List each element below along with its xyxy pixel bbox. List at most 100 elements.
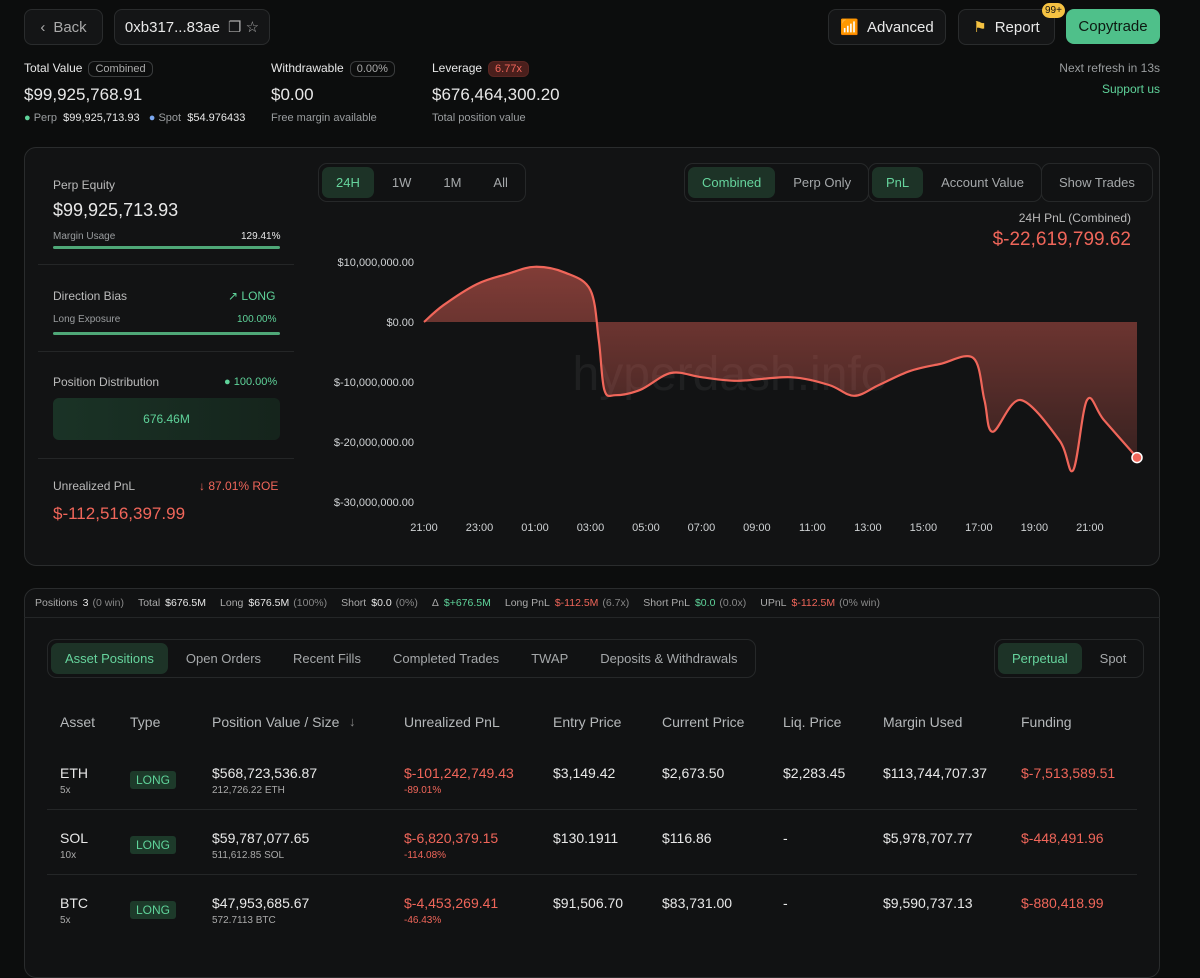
column-header: Unrealized PnL [404, 714, 500, 730]
y-tick-label: $10,000,000.00 [338, 257, 414, 269]
support-link[interactable]: Support us [1101, 82, 1160, 96]
advanced-button[interactable]: 📶 Advanced [828, 9, 946, 45]
stat-extra: (0.0x) [719, 597, 747, 609]
x-tick-label: 05:00 [632, 522, 660, 534]
stat-label: Short [341, 597, 367, 609]
cell-pnl: $-4,453,269.41 [404, 895, 499, 911]
positions-stat: Long PnL $-112.5M (6.7x) [505, 597, 629, 609]
cell-liq: - [783, 830, 788, 846]
address[interactable]: 0xb317...83ae ❐ ☆ [114, 9, 270, 45]
tab[interactable]: 1M [443, 175, 462, 190]
distribution-bar: 676.46M [53, 398, 280, 440]
stat-extra: (0% win) [839, 597, 880, 609]
stat-label: Leverage 6.77x [432, 61, 529, 77]
pnl-line [423, 265, 1138, 473]
x-tick-label: 07:00 [688, 522, 716, 534]
column-header: Position Value / Size [212, 714, 340, 730]
cell-asset: SOL [60, 830, 89, 846]
bar [53, 246, 280, 249]
value: 129.41% [241, 231, 281, 242]
cell-current: $2,673.50 [662, 765, 725, 781]
tab[interactable]: Deposits & Withdrawals [600, 651, 738, 666]
mode-tabs: Combined Perp Only [684, 163, 870, 202]
stat-value: $0.00 [271, 85, 314, 104]
value: 100.00% [237, 314, 277, 325]
refresh: Next refresh in 13s [1059, 61, 1160, 75]
stat-label: Total Value Combined [24, 61, 153, 77]
tab[interactable]: Combined [688, 167, 776, 198]
cell-margin: $5,978,707.77 [883, 830, 973, 846]
x-tick-label: 21:00 [1076, 522, 1104, 534]
cell-size: 572.7113 BTC [212, 915, 276, 926]
market-tabs: Perpetual Spot [994, 639, 1145, 678]
copytrade-button[interactable]: Copytrade [1066, 9, 1160, 44]
positions-stat: UPnL $-112.5M (0% win) [760, 597, 880, 609]
chart-title: 24H PnL (Combined) [1018, 211, 1131, 225]
cell-funding: $-448,491.96 [1021, 830, 1104, 846]
row-divider [47, 809, 1137, 810]
stat-value: $+676.5M [443, 597, 491, 609]
tab[interactable]: 24H [322, 167, 374, 198]
tab[interactable]: Perp Only [793, 175, 852, 190]
bar [53, 332, 280, 335]
stat-extra: (0 win) [92, 597, 124, 609]
cell-type: LONG [130, 836, 177, 854]
stat-label: Positions [35, 597, 78, 609]
show-trades[interactable]: Show Trades [1041, 163, 1153, 202]
cell-type: LONG [130, 901, 177, 919]
stat-value: $99,925,768.91 [24, 85, 143, 104]
column-header: Type [130, 714, 161, 730]
cell-pnl: $-101,242,749.43 [404, 765, 514, 781]
tab[interactable]: Completed Trades [392, 651, 500, 666]
x-tick-label: 09:00 [743, 522, 771, 534]
cell-funding: $-7,513,589.51 [1021, 765, 1116, 781]
pnl-area [424, 266, 1137, 472]
tab[interactable]: PnL [872, 167, 924, 198]
positions-stat: Long $676.5M (100%) [220, 597, 327, 609]
tab[interactable]: Spot [1099, 651, 1127, 666]
range-tabs: 24H 1W 1M All [318, 163, 526, 202]
back-button[interactable]: ‹ Back [24, 9, 103, 45]
cell-margin: $9,590,737.13 [883, 895, 973, 911]
tab[interactable]: Asset Positions [51, 643, 168, 674]
stat-note: Free margin available [271, 112, 377, 124]
stat-label: Withdrawable 0.00% [271, 61, 395, 77]
label: Position Distribution [53, 375, 160, 389]
positions-stat: Positions 3 (0 win) [35, 597, 124, 609]
tab[interactable]: 1W [391, 175, 412, 190]
x-tick-label: 23:00 [466, 522, 494, 534]
stat-label: UPnL [760, 597, 787, 609]
cell-pnl-pct: -89.01% [404, 785, 442, 796]
tab[interactable]: Account Value [941, 175, 1025, 190]
cell-asset: ETH [60, 765, 88, 781]
tab[interactable]: Open Orders [185, 651, 262, 666]
tab[interactable]: TWAP [531, 651, 569, 666]
report-button[interactable]: ⚑ Report [958, 9, 1055, 45]
cell-leverage: 5x [60, 915, 71, 926]
tab[interactable]: Perpetual [998, 643, 1082, 674]
x-tick-label: 01:00 [521, 522, 549, 534]
stat-extra: (6.7x) [602, 597, 630, 609]
cell-entry: $91,506.70 [553, 895, 624, 911]
stat-note: Total position value [432, 112, 526, 124]
show-trades-label[interactable]: Show Trades [1059, 175, 1135, 190]
cell-entry: $3,149.42 [553, 765, 616, 781]
value: $-112,516,397.99 [53, 504, 186, 523]
tab[interactable]: Recent Fills [293, 651, 361, 666]
column-header: Current Price [662, 714, 745, 730]
stat-value: $676.5M [248, 597, 290, 609]
positions-stat: Δ $+676.5M [432, 597, 491, 609]
position-tabs: Asset Positions Open Orders Recent Fills Co… [47, 639, 756, 678]
stat-value: $676,464,300.20 [432, 85, 560, 104]
stat-value: $-112.5M [554, 597, 599, 609]
y-tick-label: $-20,000,000.00 [334, 437, 414, 449]
tab[interactable]: All [493, 175, 508, 190]
column-header: Margin Used [883, 714, 963, 730]
stat-value: $-112.5M [791, 597, 836, 609]
stat-extra: (0%) [395, 597, 418, 609]
x-tick-label: 03:00 [577, 522, 605, 534]
positions-bar: Positions 3 (0 win) Total $676.5M Long $676.5M… [35, 597, 880, 609]
cell-pnl: $-6,820,379.15 [404, 830, 499, 846]
cell-entry: $130.1911 [553, 830, 619, 846]
